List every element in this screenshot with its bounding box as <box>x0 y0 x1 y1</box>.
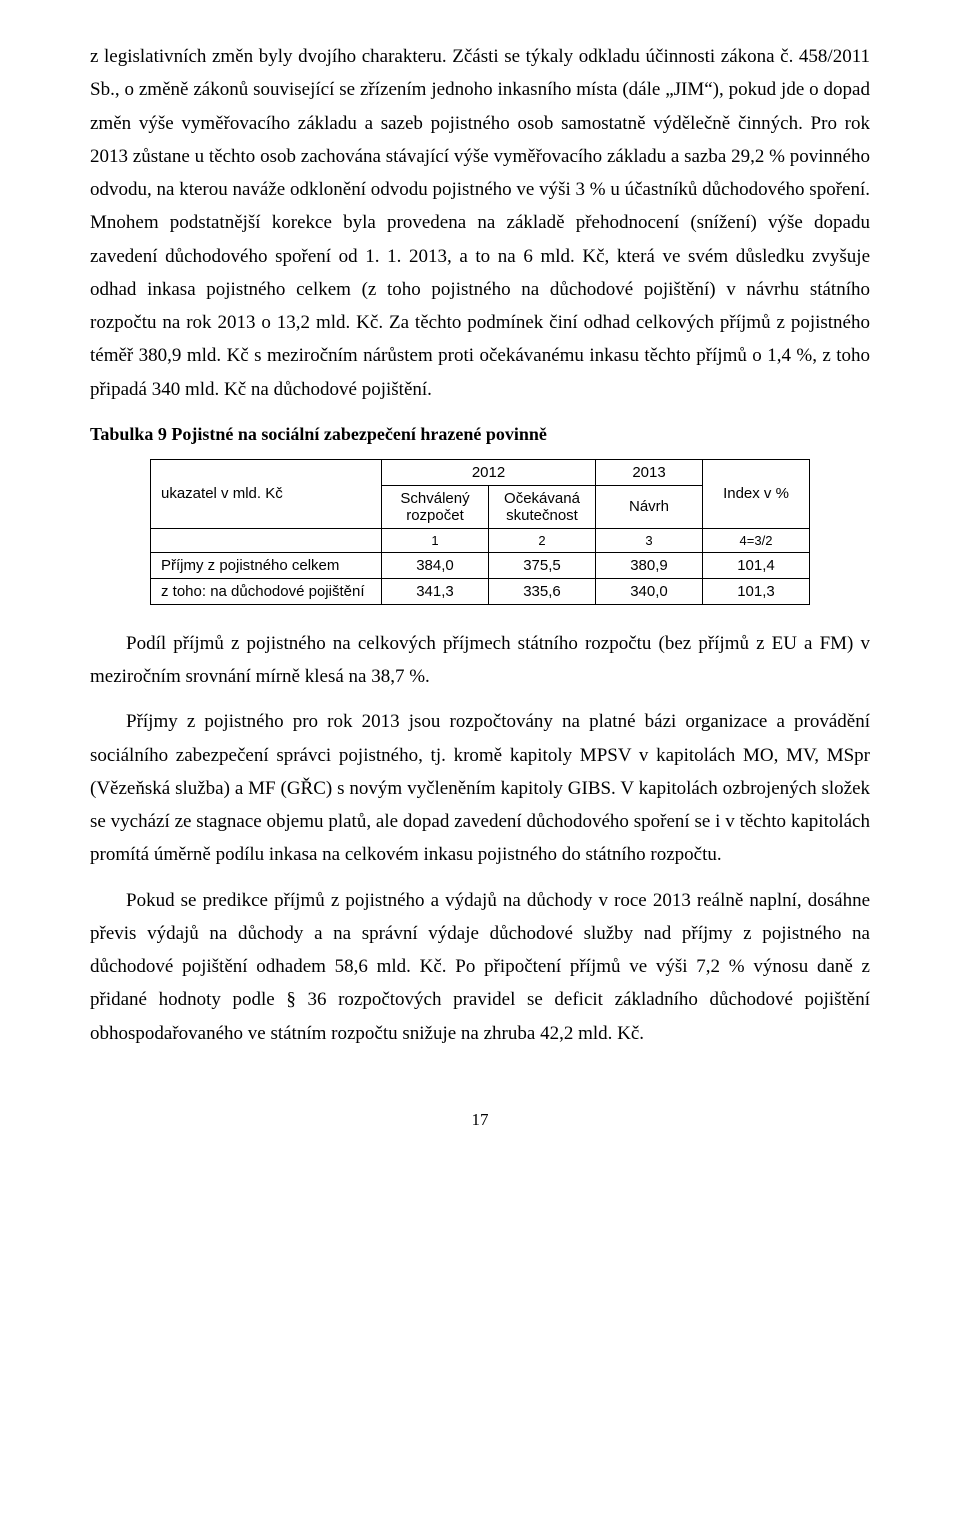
paragraph-2: Podíl příjmů z pojistného na celkových p… <box>90 627 870 694</box>
page: z legislativních změn byly dvojího chara… <box>0 0 960 1170</box>
colnum-3: 3 <box>596 528 703 552</box>
header-2012: 2012 <box>382 459 596 485</box>
row1-v3: 340,0 <box>596 578 703 604</box>
paragraph-1: z legislativních změn byly dvojího chara… <box>90 40 870 406</box>
page-number: 17 <box>90 1110 870 1130</box>
header-schvaleny: Schválený rozpočet <box>382 485 489 528</box>
colnum-4: 4=3/2 <box>703 528 810 552</box>
paragraph-4: Pokud se predikce příjmů z pojistného a … <box>90 884 870 1050</box>
row0-label: Příjmy z pojistného celkem <box>151 552 382 578</box>
header-ukazatel: ukazatel v mld. Kč <box>151 459 382 528</box>
row1-v1: 341,3 <box>382 578 489 604</box>
row0-v1: 384,0 <box>382 552 489 578</box>
row0-v3: 380,9 <box>596 552 703 578</box>
colnum-2: 2 <box>489 528 596 552</box>
paragraph-3: Příjmy z pojistného pro rok 2013 jsou ro… <box>90 705 870 871</box>
row1-v4: 101,3 <box>703 578 810 604</box>
colnum-1: 1 <box>382 528 489 552</box>
table-header-row-1: ukazatel v mld. Kč 2012 2013 Index v % <box>151 459 810 485</box>
row1-label: z toho: na důchodové pojištění <box>151 578 382 604</box>
table-row: z toho: na důchodové pojištění 341,3 335… <box>151 578 810 604</box>
table-wrapper: ukazatel v mld. Kč 2012 2013 Index v % S… <box>90 459 870 605</box>
header-ocekavana: Očekávaná skutečnost <box>489 485 596 528</box>
table-pojistne: ukazatel v mld. Kč 2012 2013 Index v % S… <box>150 459 810 605</box>
row1-v2: 335,6 <box>489 578 596 604</box>
table-row: Příjmy z pojistného celkem 384,0 375,5 3… <box>151 552 810 578</box>
colnum-blank <box>151 528 382 552</box>
row0-v4: 101,4 <box>703 552 810 578</box>
header-index: Index v % <box>703 459 810 528</box>
table-title: Tabulka 9 Pojistné na sociální zabezpeče… <box>90 424 870 445</box>
header-navrh: Návrh <box>596 485 703 528</box>
row0-v2: 375,5 <box>489 552 596 578</box>
table-colnum-row: 1 2 3 4=3/2 <box>151 528 810 552</box>
header-2013: 2013 <box>596 459 703 485</box>
